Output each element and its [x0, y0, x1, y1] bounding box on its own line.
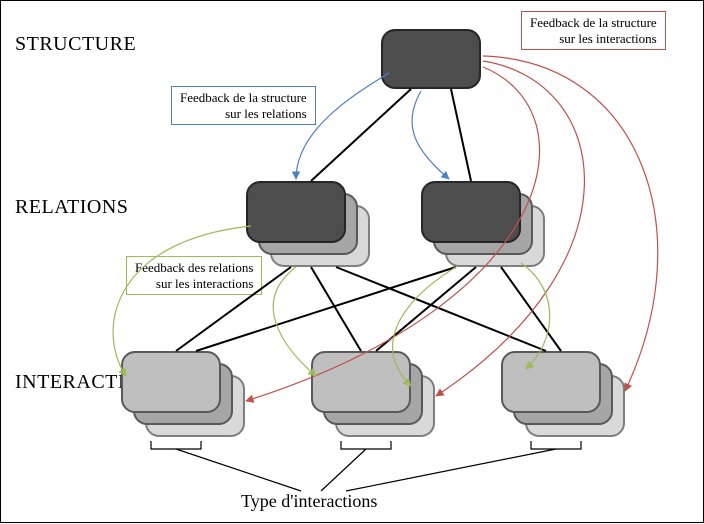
interactions-2-front	[311, 351, 411, 413]
label-relations: RELATIONS	[15, 196, 128, 219]
edge-r2-i2	[376, 267, 476, 351]
interactions-3-front	[501, 351, 601, 413]
edge-s-r1	[311, 89, 411, 181]
bracket-line-2	[321, 449, 366, 491]
annot-blue: Feedback de la structuresur les relation…	[171, 86, 316, 125]
edge-r2-i3	[501, 267, 561, 351]
edge-r1-i2	[311, 267, 361, 351]
bracket-line-1	[176, 449, 301, 491]
edge-s-r2	[451, 89, 471, 181]
diagram-canvas: STRUCTURE RELATIONS INTERACTIONS Feedbac…	[0, 0, 704, 523]
annot-green: Feedback des relationssur les interactio…	[126, 256, 262, 295]
relations-2-front	[421, 181, 521, 243]
bracket-1	[151, 441, 201, 449]
annot-green-text: Feedback des relationssur les interactio…	[135, 260, 253, 291]
type-label: Type d'interactions	[241, 491, 377, 512]
bracket-2	[341, 441, 391, 449]
bracket-3	[531, 441, 581, 449]
relations-1-front	[246, 181, 346, 243]
annot-red-text: Feedback de la structuresur les interact…	[530, 15, 657, 46]
label-structure: STRUCTURE	[15, 33, 136, 56]
fb-green-2	[273, 267, 316, 376]
structure-node	[381, 29, 481, 89]
annot-blue-text: Feedback de la structuresur les relation…	[180, 90, 307, 121]
interactions-1-front	[121, 351, 221, 413]
fb-blue-2	[412, 91, 449, 179]
bracket-line-3	[346, 449, 556, 491]
edge-r1-i3	[336, 267, 546, 351]
annot-red: Feedback de la structuresur les interact…	[521, 11, 666, 50]
